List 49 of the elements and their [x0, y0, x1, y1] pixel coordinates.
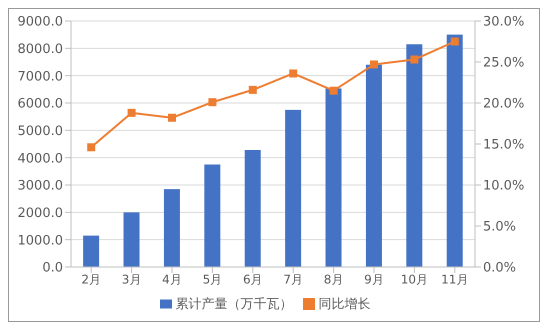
bar	[285, 110, 302, 267]
y-tick-label: 5000.0	[18, 124, 63, 139]
y-tick-label: 2000.0	[18, 206, 63, 221]
y2-tick-label: 0.0%	[483, 260, 516, 276]
y-tick-label: 9000.0	[18, 14, 63, 30]
point	[410, 56, 418, 64]
x-tick-label: 7月	[283, 272, 304, 287]
bar	[406, 44, 422, 267]
y2-tick-label: 10.0%	[483, 178, 524, 194]
x-tick-label: 2月	[81, 272, 102, 287]
point	[168, 114, 176, 122]
legend-label: 累计产量（万千瓦）	[176, 297, 292, 312]
x-tick-label: 8月	[324, 272, 344, 287]
point	[289, 69, 298, 78]
y2-tick-label: 20.0%	[483, 96, 524, 112]
x-tick-label: 11月	[441, 272, 468, 287]
y-tick-label: 7000.0	[18, 69, 63, 84]
x-tick-label: 3月	[122, 272, 142, 287]
y-tick-label: 8000.0	[18, 42, 63, 57]
point	[370, 60, 378, 68]
point	[330, 86, 338, 95]
bar	[204, 164, 220, 267]
bar	[446, 34, 463, 267]
bar	[244, 150, 261, 267]
x-tick-label: 5月	[202, 272, 222, 287]
x-tick-label: 6月	[242, 272, 263, 287]
y2-tick-label: 30.0%	[483, 14, 524, 30]
y-tick-label: 1000.0	[18, 233, 63, 248]
x-tick-label: 4月	[162, 272, 182, 287]
legend-label: 同比增长	[318, 297, 370, 312]
y2-tick-label: 25.0%	[483, 56, 524, 71]
bar	[124, 212, 140, 267]
point	[450, 38, 459, 46]
point	[248, 86, 257, 94]
y-tick-label: 0.0	[42, 260, 63, 276]
y-tick-label: 3000.0	[18, 178, 63, 194]
y2-tick-label: 15.0%	[483, 138, 524, 153]
bar	[326, 88, 342, 267]
bar	[83, 236, 100, 267]
point	[128, 108, 136, 117]
bar	[164, 189, 180, 267]
point	[208, 98, 216, 106]
y-tick-label: 6000.0	[18, 96, 63, 112]
x-tick-label: 10月	[400, 272, 428, 287]
y2-tick-label: 5.0%	[483, 220, 516, 235]
bar	[366, 64, 382, 267]
point	[87, 143, 96, 152]
x-tick-label: 9月	[364, 272, 384, 287]
y-tick-label: 4000.0	[18, 151, 63, 166]
